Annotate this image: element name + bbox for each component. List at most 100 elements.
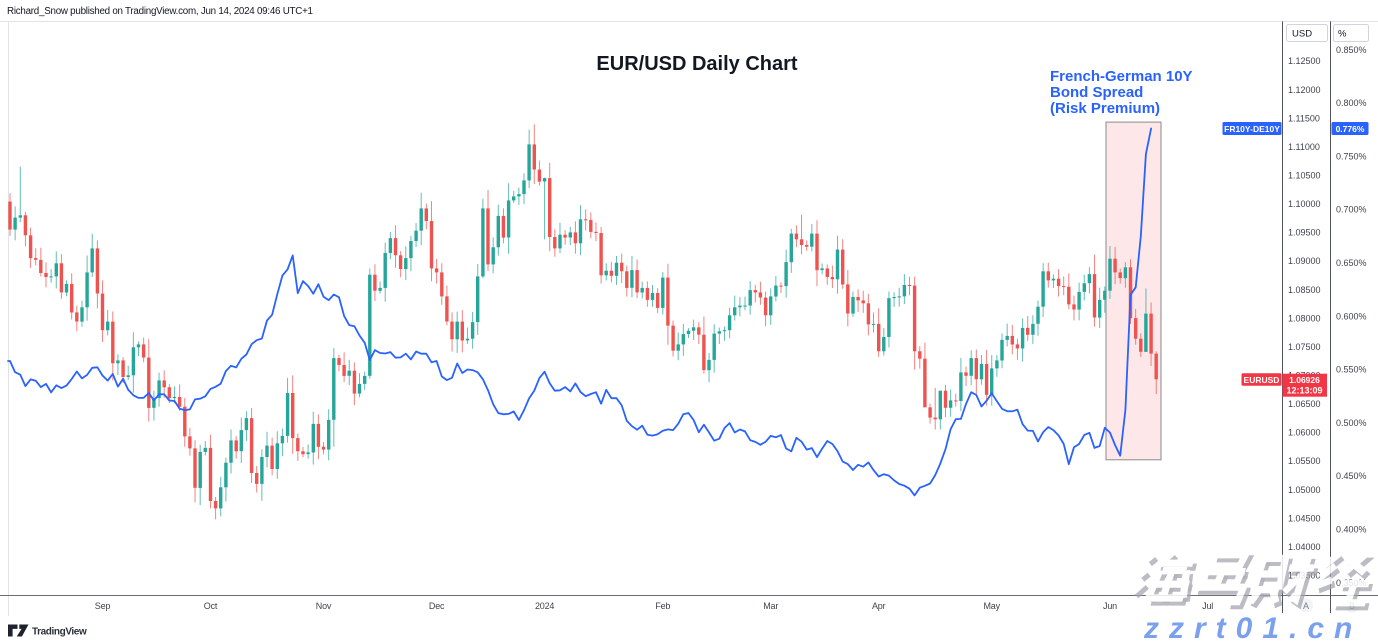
candle-body [285,393,290,436]
candle-body [419,208,423,231]
candle-body [733,307,737,316]
candle-body [599,233,603,276]
candle-body [1092,274,1097,318]
candle-body [275,443,279,469]
candle-body [59,263,64,293]
candle-body [912,285,917,352]
candle-body [234,440,238,452]
candle-body [614,262,619,276]
candle-body [327,419,331,450]
usd-tick-label: 1.07500 [1288,342,1321,352]
candle-body [584,219,588,221]
candle-body [172,397,177,399]
candle-body [111,321,115,364]
candle-body [70,283,74,313]
candle-body [532,144,536,170]
cjk-stroke [1194,583,1249,606]
usd-tick-label: 1.08000 [1288,313,1321,323]
candle-body [306,452,310,455]
symbol-label-badge: EURUSD [1241,373,1282,386]
candle-body [141,344,146,358]
usd-scale-corner-label[interactable]: A [1303,601,1309,611]
candle-body [13,217,17,230]
candle-body [280,435,285,444]
price-scale-usd[interactable]: USD 1.125001.120001.115001.110001.105001… [1282,21,1328,614]
time-axis-label: Sep [95,601,111,611]
candle-body [851,297,855,314]
tradingview-brand[interactable]: TradingView [8,624,87,638]
usd-tick-label: 1.08500 [1288,285,1321,295]
pct-tick-label: 0.400% [1336,525,1367,535]
candle-body [85,272,89,308]
usd-tick-label: 1.10500 [1288,171,1321,181]
candle-body [1056,278,1061,287]
tradingview-logo-icon [8,624,18,637]
candle-body [877,323,881,352]
candle-body [260,457,264,484]
candle-body [296,438,300,452]
candle-body [743,305,747,307]
candle-body [34,258,38,260]
candle-body [841,249,845,285]
last-price-badge: 1.06926 12:13:09 [1282,373,1327,397]
candle-body [537,169,542,182]
cjk-stroke [1247,588,1263,605]
candle-body [609,270,614,276]
candle-body [835,249,840,280]
candle-body [1154,353,1158,380]
cjk-stroke [1266,558,1293,594]
candle-body [846,284,850,314]
last-price-value: 1.06926 [1289,375,1320,385]
spread-line-series[interactable] [7,127,1152,497]
candle-body [697,327,701,335]
spread-label-badge-box [1222,122,1282,135]
candle-body [681,334,685,345]
usd-tick-label: 1.12000 [1288,85,1321,95]
candle-body [1149,313,1153,354]
cjk-watermark [1131,550,1375,611]
pct-scale-header-box[interactable] [1333,24,1369,42]
candle-body [455,321,459,340]
candle-body [630,270,634,288]
time-axis-label: Apr [872,601,886,611]
usd-tick-label: 1.09500 [1288,228,1321,238]
candle-body [440,272,444,297]
candle-body [265,445,269,457]
candle-body [1134,318,1138,339]
candle-body [738,305,742,308]
usd-scale-header-box[interactable] [1286,24,1328,42]
candle-body [594,231,598,233]
price-scale-percent[interactable]: % 0.850% 0.800% 0.750% 0.700% 0.650% 0.600% 0.… [1330,21,1369,614]
candle-body [702,334,706,371]
candle-body [820,268,824,271]
candle-body [404,258,408,269]
last-price-badge-box [1282,373,1327,397]
pct-tick-label: 0.450% [1336,471,1367,481]
time-axis-label: Feb [655,601,670,611]
candle-body [193,448,197,488]
candle-body [476,276,480,323]
usd-tick-label: 1.05500 [1288,456,1321,466]
candle-body [183,406,187,437]
cjk-stroke [1134,584,1150,599]
candle-body [753,290,757,293]
candle-body [990,368,994,395]
annotation-line-2: Bond Spread [1050,84,1143,101]
candle-body [640,287,644,293]
candle-body [856,297,860,301]
candle-body [373,274,377,291]
candle-body [969,358,973,376]
candle-body [255,473,259,484]
candle-body [918,351,922,359]
candle-body [661,277,665,308]
candlestick-series[interactable] [8,124,1158,520]
candle-body [75,312,79,322]
candle-body [948,400,953,408]
usd-scale-header: USD [1292,29,1312,40]
usd-tick-labels: 1.12500 1.12000 1.11500 1.11000 1.10500 1.100… [1288,56,1321,580]
candle-body [414,230,418,241]
annotation-label[interactable]: French-German 10Y Bond Spread (Risk Prem… [1050,68,1193,117]
candle-body [1123,267,1128,279]
candle-body [291,393,295,439]
